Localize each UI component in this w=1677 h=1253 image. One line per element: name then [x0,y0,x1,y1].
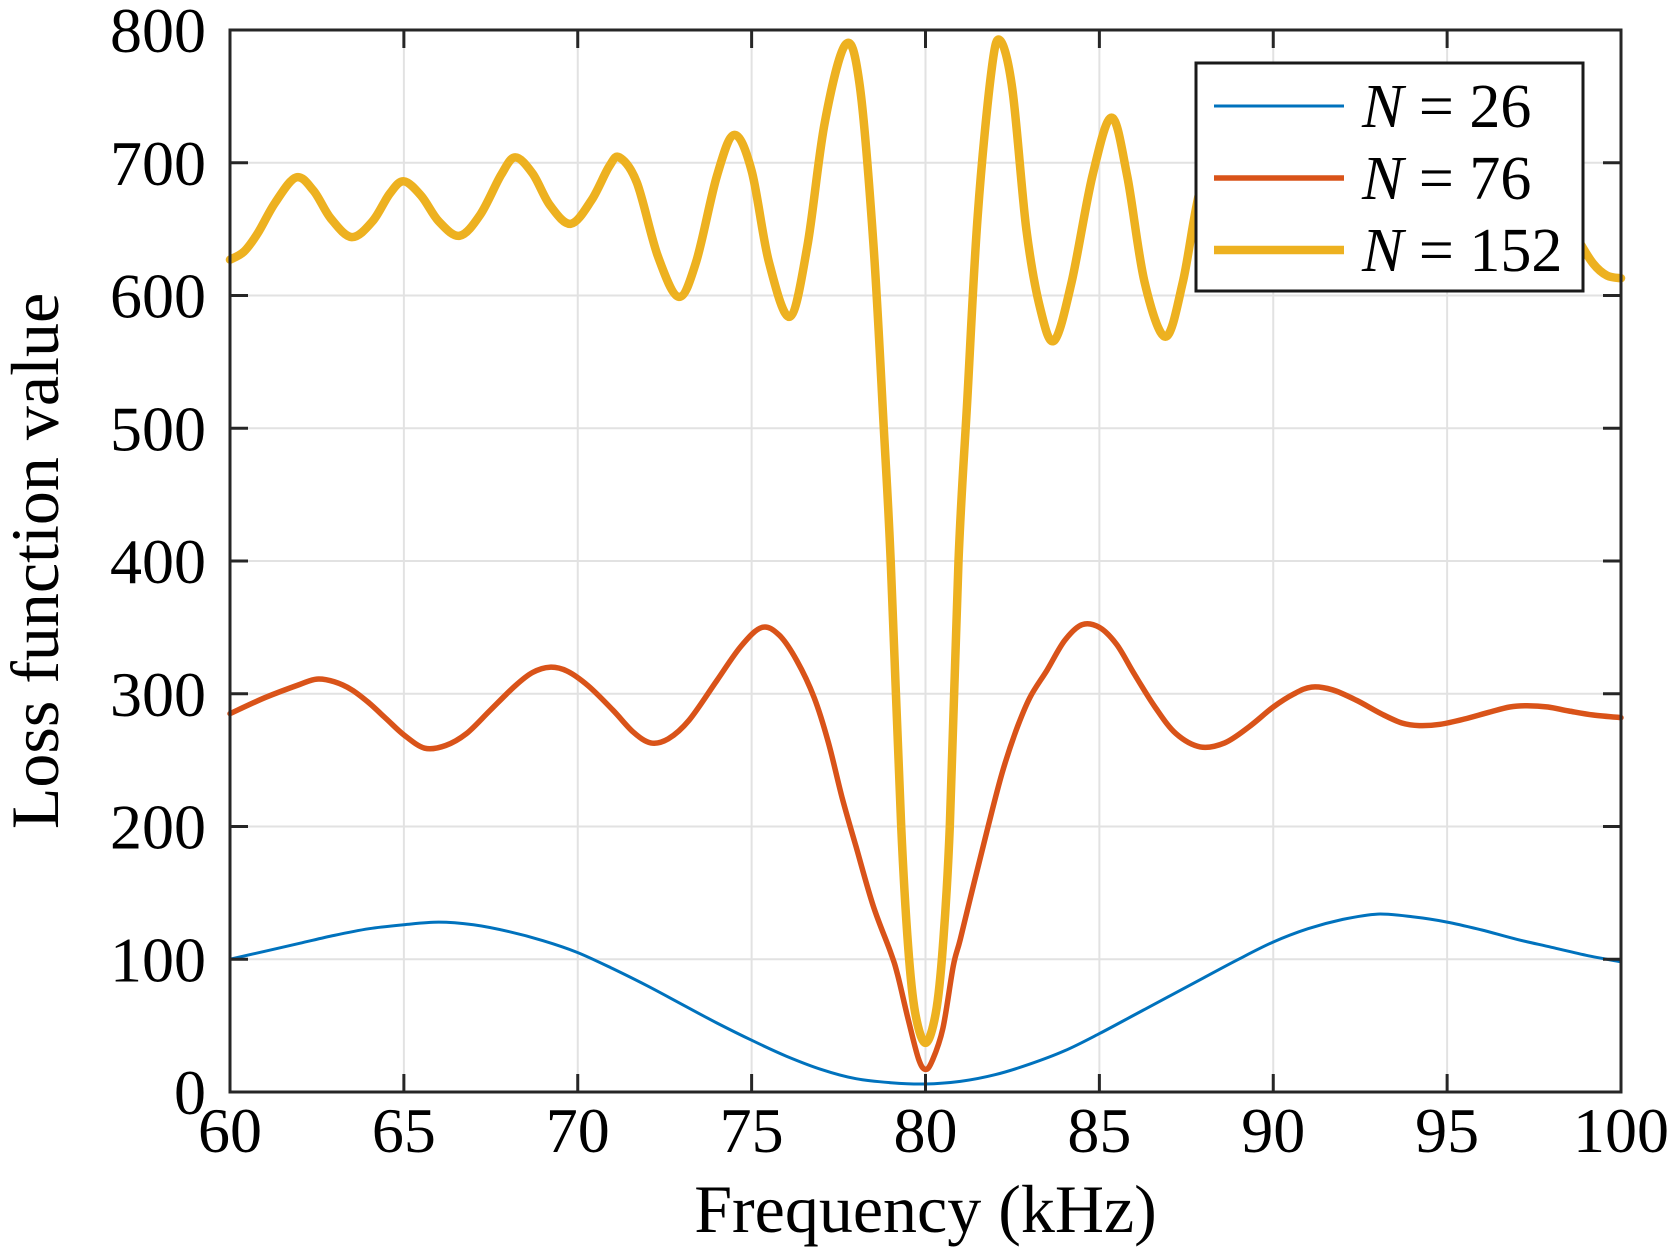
x-tick-label: 100 [1573,1095,1669,1166]
x-tick-label: 65 [372,1095,436,1166]
x-tick-label: 90 [1241,1095,1305,1166]
x-tick-label: 60 [198,1095,262,1166]
y-tick-label: 200 [110,792,206,863]
y-tick-label: 500 [110,393,206,464]
x-tick-label: 70 [546,1095,610,1166]
y-tick-label: 0 [174,1057,206,1128]
x-tick-label: 95 [1415,1095,1479,1166]
x-tick-label: 75 [720,1095,784,1166]
y-tick-label: 600 [110,261,206,332]
y-tick-label: 400 [110,526,206,597]
legend-label-3: N = 152 [1361,217,1562,285]
x-tick-label: 85 [1067,1095,1131,1166]
y-tick-label: 800 [110,0,206,66]
legend-label-2: N = 76 [1361,145,1531,213]
y-axis-label: Loss function value [0,293,73,829]
x-tick-label: 80 [894,1095,958,1166]
y-tick-label: 100 [110,924,206,995]
x-axis-label: Frequency (kHz) [694,1171,1157,1247]
legend-label-1: N = 26 [1361,73,1531,141]
y-tick-label: 700 [110,128,206,199]
y-tick-label: 300 [110,659,206,730]
series-line-2 [227,620,1624,1073]
